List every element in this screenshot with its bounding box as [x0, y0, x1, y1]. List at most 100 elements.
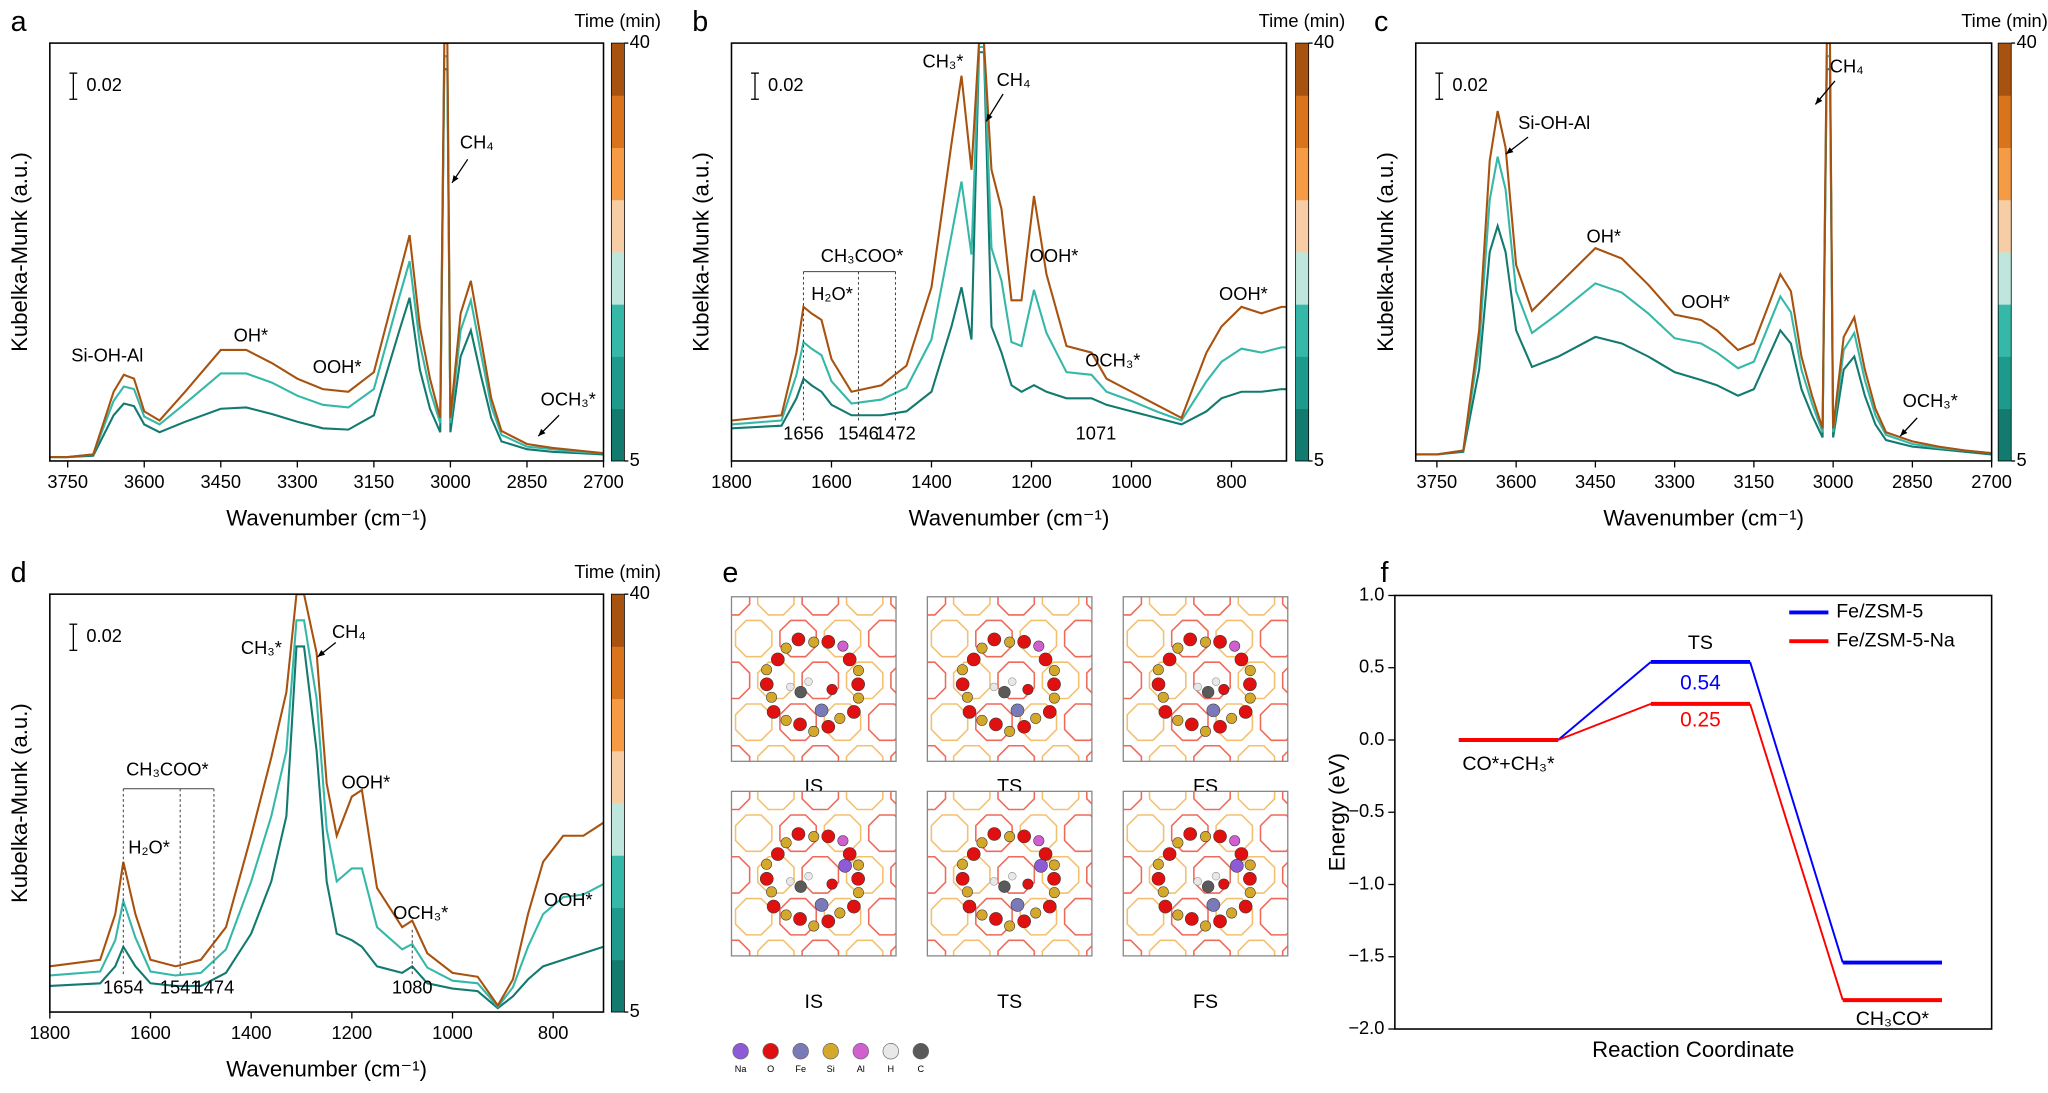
- atom: [780, 909, 792, 921]
- framework: [1041, 744, 1080, 762]
- atom: [1004, 920, 1016, 932]
- arrow-head: [986, 113, 993, 122]
- x-tick-label: 3150: [354, 471, 395, 492]
- colorbar-band: [1998, 43, 2012, 96]
- atom: [1230, 858, 1244, 873]
- framework: [1170, 814, 1209, 853]
- atom: [1048, 859, 1060, 871]
- framework: [1123, 596, 1143, 616]
- atom: [1211, 677, 1221, 686]
- framework: [669, 746, 705, 782]
- annotation: CH₃COO*: [821, 245, 904, 266]
- structure-image: [1083, 537, 1288, 762]
- framework: [1259, 814, 1288, 853]
- atom: [1172, 909, 1184, 921]
- atom: [989, 682, 999, 692]
- x-tick-label: 2850: [507, 471, 548, 492]
- atom: [987, 632, 1002, 647]
- atom: [786, 877, 795, 886]
- framework: [975, 814, 1013, 853]
- arrow-head: [1815, 96, 1823, 105]
- state-label: CH₃CO*: [1856, 1008, 1930, 1030]
- framework: [1065, 537, 1101, 573]
- atom: [1010, 898, 1025, 912]
- connector: [1749, 703, 1844, 1001]
- annotation: OH*: [1587, 225, 1622, 246]
- y-axis-title: Energy (eV): [1325, 753, 1350, 871]
- framework: [930, 619, 969, 658]
- annotation: Si-OH-Al: [71, 344, 143, 365]
- atom: [976, 909, 988, 921]
- atom: [956, 858, 968, 870]
- annotation: Si-OH-Al: [1518, 112, 1590, 133]
- atom: [1213, 719, 1227, 734]
- framework: [669, 579, 705, 615]
- colorbar-band: [611, 855, 625, 908]
- atom: [966, 652, 981, 667]
- framework: [1148, 661, 1187, 700]
- atom: [1030, 712, 1042, 724]
- colorbar-band: [611, 43, 625, 96]
- atom: [1206, 898, 1221, 912]
- x-tick-label: 1800: [30, 1022, 71, 1043]
- framework: [997, 855, 1036, 894]
- colorbar-tick-label: 40: [630, 31, 650, 52]
- atom: [961, 691, 973, 703]
- state-label: CO*+CH₃*: [1462, 753, 1555, 775]
- atom: [998, 685, 1011, 699]
- atom: [834, 907, 846, 919]
- atom: [814, 703, 829, 718]
- framework: [1063, 619, 1092, 658]
- framework: [1123, 855, 1143, 894]
- framework: [1020, 537, 1056, 573]
- y-tick-label: 0.5: [1359, 656, 1384, 677]
- atom: [826, 878, 838, 890]
- atom: [804, 677, 813, 686]
- framework: [1259, 897, 1288, 936]
- atom: [808, 636, 820, 648]
- annotation: CH₄: [1830, 56, 1864, 77]
- atom: [1243, 872, 1257, 886]
- annotation: OOH*: [544, 889, 593, 910]
- colorbar-band: [611, 646, 625, 700]
- atom: [842, 847, 857, 861]
- atom: [759, 872, 774, 886]
- arrow-head: [538, 428, 546, 437]
- atom: [852, 664, 864, 676]
- atom: [852, 692, 864, 704]
- framework: [1237, 791, 1276, 811]
- atom: [966, 847, 981, 861]
- atom: [766, 705, 781, 719]
- atom: [1213, 914, 1227, 929]
- colorbar-tick-label: 5: [630, 449, 640, 470]
- state-label: TS: [997, 991, 1022, 1013]
- colorbar-band: [1295, 304, 1309, 357]
- framework: [1281, 944, 1288, 956]
- framework: [669, 940, 705, 976]
- x-tick-label: 3750: [47, 471, 88, 492]
- atom: [847, 899, 861, 914]
- framework: [734, 619, 773, 658]
- framework: [1063, 703, 1092, 742]
- atom: [989, 877, 999, 886]
- framework: [691, 731, 727, 767]
- framework: [731, 791, 751, 811]
- atom: [1238, 899, 1253, 914]
- atom: [1048, 692, 1060, 704]
- framework: [952, 661, 991, 700]
- atom: [1034, 858, 1048, 873]
- framework: [845, 791, 884, 811]
- atom: [821, 719, 836, 734]
- atom: [1183, 827, 1197, 841]
- framework: [997, 661, 1036, 700]
- y-axis-title: Kubelka-Munk (a.u.): [689, 152, 714, 352]
- x-tick-label: 1800: [711, 471, 752, 492]
- x-tick-label: 1600: [130, 1022, 171, 1043]
- x-tick-label: 1200: [1011, 471, 1052, 492]
- atom-legend-swatch: [882, 1043, 899, 1060]
- colorbar-band: [1295, 408, 1309, 462]
- framework: [1083, 537, 1119, 573]
- framework: [952, 855, 991, 894]
- atom: [976, 714, 988, 726]
- atom: [1243, 677, 1257, 692]
